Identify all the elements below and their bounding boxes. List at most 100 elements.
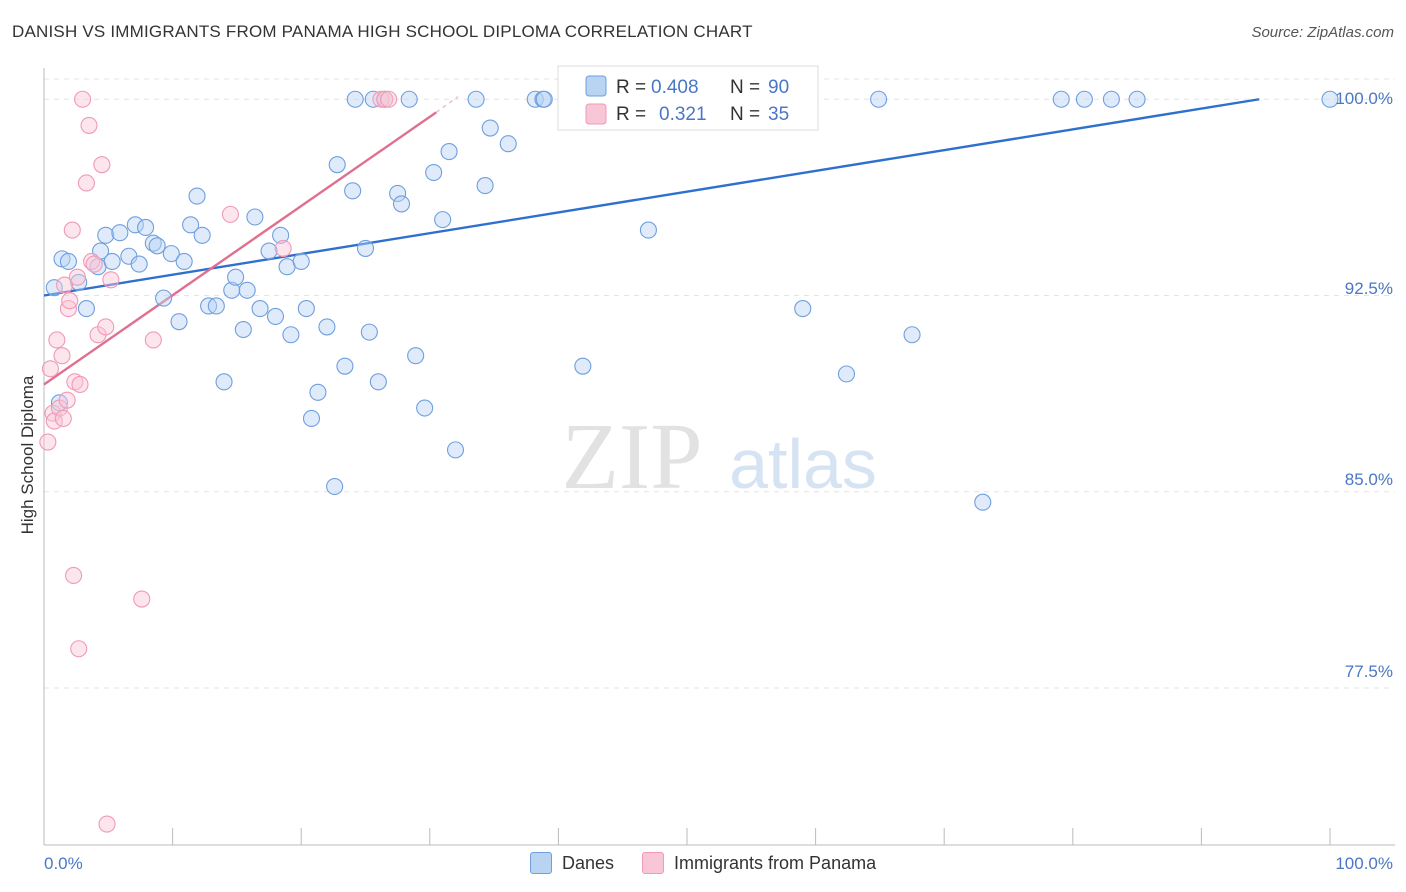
watermark-zip: ZIP [562,405,703,509]
trend-lines [43,96,1260,386]
danes-point [77,300,95,318]
danes-point [188,187,206,205]
watermark-atlas: atlas [729,425,877,503]
danes-point [126,216,144,234]
panama-point [85,255,103,273]
danes-point [103,252,121,271]
danes-point [356,239,375,257]
panama-point [54,409,72,428]
danes-point [425,163,443,182]
legend-label-panama: Immigrants from Panama [674,852,877,873]
danes-point [266,307,285,325]
danes-point [59,252,77,271]
danes-point [369,373,387,391]
danes-point [155,289,173,307]
danes-point [1052,90,1070,108]
panama-point [74,90,92,108]
panama-point [65,566,83,585]
danes-point [407,347,425,365]
r-label: R = [616,77,646,98]
panama-point [41,360,59,378]
danes-point [499,135,517,153]
panama-point [63,221,81,239]
danes-point [223,281,241,299]
panama-point [102,271,120,289]
legend-swatch-danes [530,852,552,874]
n-label: N = [730,104,760,125]
n-label: N = [730,77,760,98]
danes-point [162,245,180,263]
danes-point [326,477,344,496]
panama-point [71,375,89,394]
legend-label-danes: Danes [562,852,615,873]
danes-point [903,326,921,344]
danes-point [440,143,458,161]
danes-point [446,441,465,459]
danes-point [278,258,296,276]
grid-lines [44,78,1395,689]
panama-point [58,391,76,409]
panama-point [93,156,111,174]
legend-item-danes: Danes [530,852,614,874]
danes-point [111,224,129,242]
danes-point [794,300,812,318]
panama-point [70,640,88,658]
danes-point [574,357,592,375]
chart-title: DANISH VS IMMIGRANTS FROM PANAMA HIGH SC… [12,22,753,41]
danes-trend-line [43,98,1260,297]
danes-point [292,252,310,271]
danes-point [837,365,856,383]
danes-point [137,218,155,237]
panama-trend-line [43,111,437,386]
danes-point [238,281,256,299]
danes-point [481,119,499,137]
danes-point [416,399,434,417]
danes-point [360,323,378,341]
watermark: ZIP atlas [562,405,877,509]
danes-point [170,313,188,331]
danes-point [302,409,321,428]
panama-point [221,205,240,223]
danes-point [182,216,200,234]
danes-point [1102,90,1120,108]
panama-n-value: 35 [768,104,789,125]
panama-point [133,590,151,608]
danes-r-value: 0.408 [651,77,699,98]
y-tick-label: 100.0% [1335,89,1393,108]
legend-item-panama: Immigrants from Panama [642,852,876,874]
danes-point [639,221,657,239]
y-tick-label: 77.5% [1345,662,1393,681]
danes-point [251,300,269,318]
panama-point [77,174,95,192]
danes-point [344,182,362,200]
x-tick-label-min: 0.0% [44,854,83,873]
danes-point [1321,90,1339,108]
danes-swatch [585,75,607,97]
danes-point [346,90,364,108]
y-tick-label: 92.5% [1345,279,1393,298]
y-tick-label: 85.0% [1345,470,1393,489]
panama-point [97,318,115,336]
panama-point [68,268,86,286]
panama-point [56,276,74,294]
axes [43,68,1395,846]
danes-point [974,493,992,511]
panama-point [376,90,394,108]
danes-point [318,318,336,336]
panama-point [39,433,57,451]
danes-point [148,237,166,255]
series-legend: Danes Immigrants from Panama [530,852,904,874]
danes-point [45,279,63,297]
panama-point [53,347,71,365]
panama-point [380,90,398,108]
panama-point [66,373,84,391]
panama-point [80,116,98,134]
panama-point [83,252,101,271]
danes-point [400,90,418,108]
danes-point [467,90,485,108]
x-tick-label-max: 100.0% [1335,854,1393,873]
panama-point [98,815,116,833]
danes-point [246,208,264,226]
legend-swatch-panama [642,852,665,874]
